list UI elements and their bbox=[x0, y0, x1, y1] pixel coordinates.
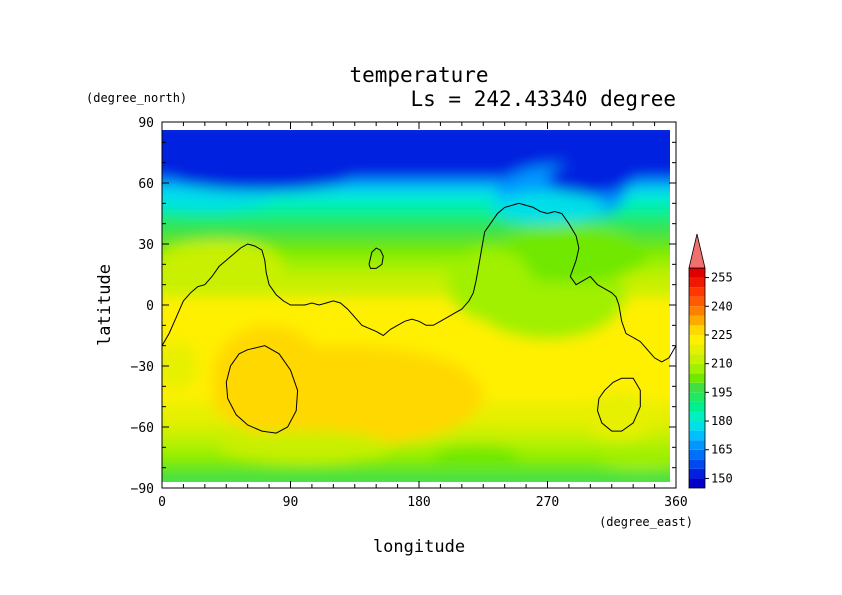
temperature-blob bbox=[162, 239, 284, 289]
x-tick-label: 90 bbox=[283, 495, 299, 510]
colorbar-extend-triangle bbox=[688, 233, 706, 269]
colorbar-segment bbox=[689, 268, 705, 278]
colorbar-segment bbox=[689, 411, 705, 422]
temperature-band bbox=[162, 197, 670, 208]
colorbar-label: 165 bbox=[711, 443, 733, 457]
temperature-blob bbox=[547, 162, 634, 196]
colorbar-segment bbox=[689, 344, 705, 355]
temperature-blob bbox=[490, 191, 605, 224]
temperature-blob bbox=[597, 445, 670, 470]
colorbar-segment bbox=[689, 430, 705, 441]
colorbar-segment bbox=[689, 459, 705, 469]
temperature-blob bbox=[433, 445, 519, 470]
colorbar-segment bbox=[689, 315, 705, 326]
colorbar-segment bbox=[689, 277, 705, 288]
colorbar-label: 255 bbox=[711, 271, 733, 285]
colorbar-segment bbox=[689, 363, 705, 374]
x-tick-label: 180 bbox=[407, 495, 430, 510]
temperature-blob bbox=[162, 341, 198, 391]
colorbar-label: 180 bbox=[711, 414, 733, 428]
colorbar-segment bbox=[689, 478, 705, 488]
colorbar-segment bbox=[689, 354, 705, 364]
temperature-band bbox=[162, 471, 670, 482]
contour-layer bbox=[161, 202, 677, 434]
y-tick-label: −90 bbox=[131, 482, 154, 497]
temperature-blob bbox=[490, 225, 648, 283]
colorbar-label: 150 bbox=[711, 471, 733, 485]
contour-topography-2 bbox=[368, 247, 384, 269]
colorbar-segment bbox=[689, 468, 705, 479]
temperature-band bbox=[162, 207, 670, 218]
temperature-band bbox=[162, 217, 670, 228]
x-tick-label: 0 bbox=[158, 495, 166, 510]
temperature-blob bbox=[447, 248, 534, 322]
contour-topography-1 bbox=[161, 202, 677, 363]
y-tick-label: −60 bbox=[131, 421, 154, 436]
colorbar-label: 225 bbox=[711, 328, 733, 342]
colorbar-segment bbox=[689, 325, 705, 335]
chart-subtitle: Ls = 242.43340 degree bbox=[410, 87, 676, 111]
temperature-field bbox=[162, 130, 670, 482]
temperature-blob bbox=[583, 392, 655, 442]
colorbar-label: 195 bbox=[711, 385, 733, 399]
colorbar-segment bbox=[689, 287, 705, 297]
x-axis-label: longitude bbox=[373, 537, 465, 557]
y-tick-label: −30 bbox=[131, 360, 154, 375]
colorbar: 255 240 225 210 195 180 165 150 bbox=[688, 233, 733, 489]
colorbar-segment bbox=[689, 401, 705, 412]
temperature-blob bbox=[219, 431, 391, 464]
y-tick-label: 90 bbox=[138, 116, 154, 131]
colorbar-segment bbox=[689, 373, 705, 383]
temperature-blob bbox=[162, 187, 270, 212]
colorbar-label: 240 bbox=[711, 299, 733, 313]
chart-title: temperature bbox=[349, 63, 488, 87]
colorbar-segment bbox=[689, 296, 705, 307]
temperature-blob bbox=[211, 325, 327, 427]
y-tick-label: 60 bbox=[138, 177, 154, 192]
x-unit-label: (degree_east) bbox=[599, 515, 693, 529]
y-unit-label: (degree_north) bbox=[86, 91, 187, 105]
temperature-blob bbox=[176, 166, 348, 192]
colorbar-label: 210 bbox=[711, 357, 733, 371]
colorbar-segment bbox=[689, 392, 705, 402]
contour-topography-4 bbox=[596, 377, 641, 432]
tick-layer: 0 90 180 270 360 90 60 30 0 −30 −60 −90 bbox=[131, 116, 688, 510]
y-axis-label: latitude bbox=[95, 264, 115, 346]
colorbar-segment bbox=[689, 334, 705, 345]
temperature-band bbox=[162, 187, 670, 198]
colorbar-segment bbox=[689, 449, 705, 460]
temperature-blob bbox=[276, 349, 477, 423]
x-tick-label: 360 bbox=[664, 495, 687, 510]
colorbar-segment bbox=[689, 306, 705, 316]
colorbar-segment bbox=[689, 440, 705, 450]
y-tick-label: 0 bbox=[146, 299, 154, 314]
temperature-band bbox=[162, 178, 670, 188]
colorbar-segment bbox=[689, 382, 705, 393]
contour-topography-3 bbox=[225, 345, 299, 434]
x-tick-label: 270 bbox=[536, 495, 559, 510]
colorbar-segment bbox=[689, 421, 705, 431]
y-tick-label: 30 bbox=[138, 238, 154, 253]
